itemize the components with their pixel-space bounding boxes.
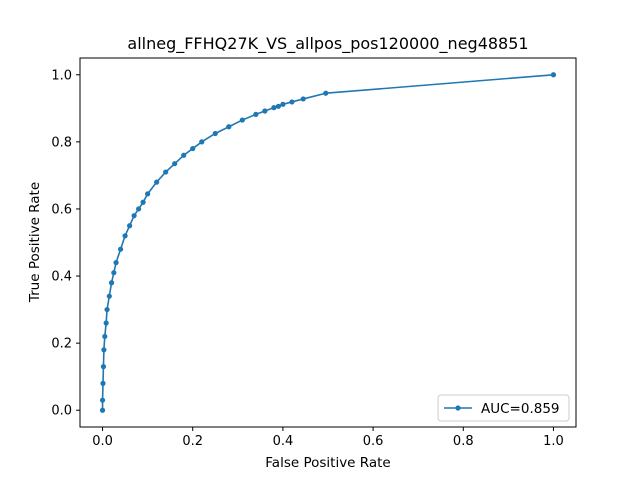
y-tick-label: 0.2 <box>51 337 72 352</box>
roc-curve-point <box>289 99 295 105</box>
roc-curve-point <box>101 347 107 353</box>
x-tick-label: 0.4 <box>273 434 294 449</box>
x-tick-label: 0.0 <box>92 434 113 449</box>
roc-curve-point <box>117 246 124 252</box>
y-tick-label: 1.0 <box>51 68 72 83</box>
roc-curve-point <box>113 260 119 266</box>
roc-curve-point <box>212 130 218 137</box>
roc-curve-point <box>190 145 196 152</box>
roc-curve-point <box>136 206 142 212</box>
x-axis-label: False Positive Rate <box>265 455 390 471</box>
roc-curve-point <box>550 72 557 78</box>
roc-curve-point <box>103 320 109 326</box>
roc-curve-point <box>140 199 146 205</box>
roc-curve-point <box>111 270 117 276</box>
legend-marker-swatch <box>455 405 461 411</box>
roc-curve-point <box>253 111 259 117</box>
roc-curve-point <box>323 90 329 96</box>
plot-frame <box>79 57 577 428</box>
x-tick-label: 0.8 <box>453 434 474 449</box>
roc-curve-point <box>145 191 151 197</box>
legend-box <box>437 394 570 422</box>
roc-curve-point <box>271 105 277 111</box>
roc-curve-point <box>154 179 160 185</box>
roc-curve-point <box>122 233 128 239</box>
roc-curve-point <box>127 223 133 229</box>
roc-curve-point <box>226 124 232 130</box>
roc-curve-point <box>99 397 106 403</box>
roc-curve-point <box>280 101 286 107</box>
series-layer <box>99 72 557 413</box>
y-axis-ticks: 0.0 0.2 0.4 0.6 0.8 1.0 <box>51 68 80 419</box>
roc-curve-point <box>300 96 306 102</box>
roc-curve-point <box>100 364 107 370</box>
roc-curve-line <box>101 73 554 411</box>
legend: AUC=0.859 <box>437 394 570 422</box>
roc-curve-point <box>131 213 137 219</box>
chart-title: allneg_FFHQ27K_VS_allpos_pos120000_neg48… <box>127 34 528 54</box>
x-tick-label: 0.2 <box>182 434 203 449</box>
y-tick-label: 0.6 <box>51 202 72 217</box>
roc-curve-point <box>99 407 106 413</box>
roc-curve-point <box>199 139 205 145</box>
roc-curve-point <box>181 152 187 158</box>
roc-curve-point <box>262 108 268 114</box>
legend-label: AUC=0.859 <box>481 401 560 417</box>
roc-curve-point <box>104 306 110 313</box>
x-tick-label: 0.6 <box>363 434 384 449</box>
roc-curve-point <box>275 103 281 109</box>
y-tick-label: 0.8 <box>51 135 72 150</box>
roc-curve-point <box>108 280 115 286</box>
x-axis-ticks: 0.0 0.2 0.4 0.6 0.8 1.0 <box>92 427 564 449</box>
x-tick-label: 1.0 <box>543 434 564 449</box>
y-axis-label: True Positive Rate <box>27 182 43 303</box>
roc-curve-point <box>106 293 112 299</box>
y-tick-label: 0.4 <box>51 270 72 285</box>
roc-curve-point <box>239 117 245 123</box>
y-tick-label: 0.0 <box>51 404 72 419</box>
roc-curve-point <box>102 333 108 340</box>
roc-curve-point <box>163 169 169 175</box>
roc-curve-point <box>100 380 106 386</box>
roc-curve-point <box>172 161 178 167</box>
